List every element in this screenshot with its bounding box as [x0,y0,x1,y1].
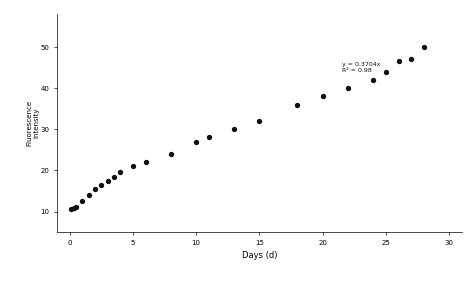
Point [407,57,415,62]
Point [91,186,99,191]
Point [256,119,263,123]
Point [205,135,213,140]
Point [110,174,118,179]
Point [72,205,80,210]
Point [85,193,92,197]
Point [230,127,238,132]
Point [67,207,75,212]
Point [117,170,124,175]
Point [319,94,327,99]
Text: y = 0.3704x
R² = 0.98: y = 0.3704x R² = 0.98 [342,62,380,73]
Point [79,199,86,203]
Point [382,69,390,74]
Point [70,206,78,211]
Point [192,139,200,144]
Point [142,160,149,164]
Point [420,45,427,49]
Point [344,86,352,91]
Point [369,78,377,82]
Point [167,152,175,156]
Y-axis label: Fluorescence
Intensity: Fluorescence Intensity [26,100,39,146]
Point [294,102,301,107]
X-axis label: Days (d): Days (d) [242,251,277,260]
Point [104,178,111,183]
Point [129,164,137,169]
Point [98,183,105,187]
Point [395,59,402,64]
